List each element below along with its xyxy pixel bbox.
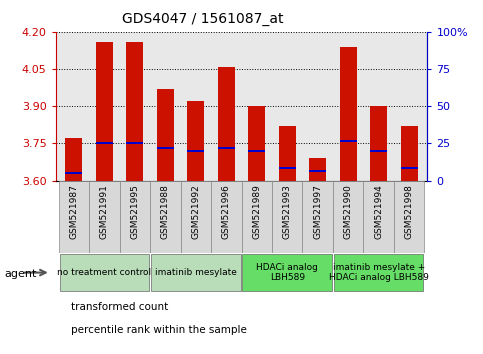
Bar — [127, 42, 143, 181]
Text: transformed count: transformed count — [71, 302, 169, 312]
FancyBboxPatch shape — [242, 181, 272, 253]
Text: no treatment control: no treatment control — [57, 268, 151, 277]
FancyBboxPatch shape — [272, 181, 302, 253]
Bar — [96, 42, 113, 181]
Bar — [340, 140, 356, 142]
Text: percentile rank within the sample: percentile rank within the sample — [71, 325, 247, 335]
FancyBboxPatch shape — [242, 254, 332, 291]
Bar — [309, 170, 326, 172]
Bar — [127, 142, 143, 144]
Bar — [248, 106, 265, 181]
Bar — [218, 67, 235, 181]
FancyBboxPatch shape — [120, 181, 150, 253]
Bar — [370, 106, 387, 181]
FancyBboxPatch shape — [89, 181, 120, 253]
FancyBboxPatch shape — [334, 254, 424, 291]
Bar — [340, 47, 356, 181]
Bar — [401, 167, 417, 169]
Bar — [187, 150, 204, 152]
Text: GSM521991: GSM521991 — [100, 184, 109, 239]
Text: GSM521990: GSM521990 — [344, 184, 353, 239]
Bar — [66, 138, 82, 181]
Text: GSM521998: GSM521998 — [405, 184, 413, 239]
Text: GSM521994: GSM521994 — [374, 184, 383, 239]
FancyBboxPatch shape — [151, 254, 241, 291]
Bar — [309, 158, 326, 181]
Bar — [248, 150, 265, 152]
Text: HDACi analog
LBH589: HDACi analog LBH589 — [256, 263, 318, 282]
Bar — [96, 142, 113, 144]
Text: GSM521993: GSM521993 — [283, 184, 292, 239]
Bar — [187, 101, 204, 181]
Text: agent: agent — [5, 269, 37, 279]
Bar — [370, 150, 387, 152]
Text: imatinib mesylate: imatinib mesylate — [155, 268, 237, 277]
Bar — [279, 126, 296, 181]
Bar — [279, 167, 296, 169]
Text: GDS4047 / 1561087_at: GDS4047 / 1561087_at — [122, 12, 284, 27]
FancyBboxPatch shape — [59, 254, 149, 291]
FancyBboxPatch shape — [58, 181, 89, 253]
FancyBboxPatch shape — [333, 181, 363, 253]
Text: GSM521988: GSM521988 — [161, 184, 170, 239]
Bar — [66, 172, 82, 174]
Text: GSM521997: GSM521997 — [313, 184, 322, 239]
Text: GSM521996: GSM521996 — [222, 184, 231, 239]
Text: GSM521992: GSM521992 — [191, 184, 200, 239]
Bar — [218, 147, 235, 149]
Bar — [401, 126, 417, 181]
Text: GSM521989: GSM521989 — [252, 184, 261, 239]
FancyBboxPatch shape — [394, 181, 425, 253]
Text: GSM521995: GSM521995 — [130, 184, 139, 239]
Text: imatinib mesylate +
HDACi analog LBH589: imatinib mesylate + HDACi analog LBH589 — [329, 263, 428, 282]
FancyBboxPatch shape — [363, 181, 394, 253]
Bar — [157, 147, 174, 149]
FancyBboxPatch shape — [211, 181, 242, 253]
FancyBboxPatch shape — [302, 181, 333, 253]
Bar — [157, 89, 174, 181]
FancyBboxPatch shape — [150, 181, 181, 253]
Text: GSM521987: GSM521987 — [70, 184, 78, 239]
FancyBboxPatch shape — [181, 181, 211, 253]
